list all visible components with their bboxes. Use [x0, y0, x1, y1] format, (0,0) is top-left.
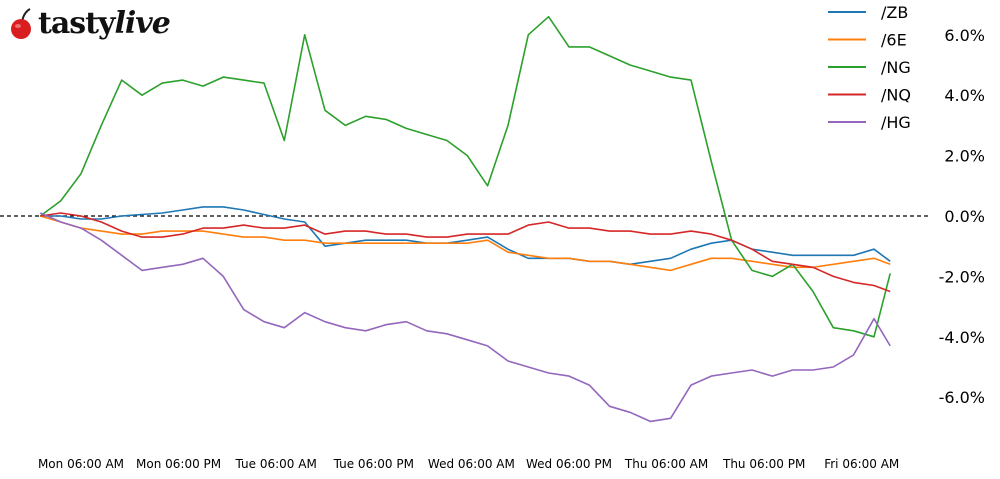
- y-tick-label: 6.0%: [944, 26, 985, 45]
- x-tick-label: Mon 06:00 PM: [136, 457, 221, 471]
- y-tick-label: 0.0%: [944, 207, 985, 226]
- legend-label: /HG: [881, 113, 911, 132]
- y-tick-label: -4.0%: [939, 328, 985, 347]
- cherry-icon: [11, 7, 31, 39]
- y-tick-label: 4.0%: [944, 86, 985, 105]
- y-tick-label: -6.0%: [939, 388, 985, 407]
- x-tick-label: Tue 06:00 PM: [333, 457, 414, 471]
- x-tick-label: Wed 06:00 AM: [428, 457, 515, 471]
- x-tick-label: Fri 06:00 AM: [824, 457, 899, 471]
- legend-item: /6E: [828, 31, 907, 50]
- series-line-hg: [39, 212, 891, 423]
- x-tick-label: Wed 06:00 PM: [526, 457, 612, 471]
- y-tick-label: 2.0%: [944, 147, 985, 166]
- legend-label: /ZB: [881, 3, 908, 22]
- legend-label: /NQ: [881, 86, 911, 105]
- x-tick-label: Mon 06:00 AM: [38, 457, 124, 471]
- y-tick-label: -2.0%: [939, 267, 985, 286]
- legend-label: /6E: [881, 31, 907, 50]
- legend-item: /NG: [828, 58, 911, 77]
- tastylive-logo: tastylive: [8, 6, 171, 41]
- legend-label: /NG: [881, 58, 911, 77]
- x-tick-label: Thu 06:00 AM: [624, 457, 708, 471]
- x-tick-label: Thu 06:00 PM: [722, 457, 805, 471]
- series-line-6e: [40, 215, 891, 272]
- logo-text: tastylive: [38, 6, 171, 41]
- legend-item: /NQ: [828, 86, 911, 105]
- series-line-nq: [40, 212, 891, 293]
- legend-item: /ZB: [828, 3, 908, 22]
- series-line-ng: [39, 15, 891, 338]
- legend-item: /HG: [828, 113, 911, 132]
- x-tick-label: Tue 06:00 AM: [235, 457, 317, 471]
